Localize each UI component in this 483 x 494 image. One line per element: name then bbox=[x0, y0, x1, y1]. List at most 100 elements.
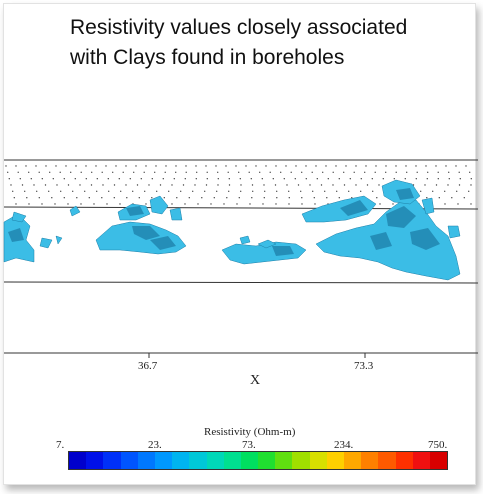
electrode-dot bbox=[206, 178, 208, 180]
colorbar-title: Resistivity (Ohm-m) bbox=[204, 426, 296, 438]
electrode-dot bbox=[274, 184, 277, 186]
electrode-dot bbox=[338, 178, 340, 180]
x-tick-label: 36.7 bbox=[138, 360, 158, 372]
electrode-dot bbox=[236, 203, 238, 205]
electrode-dot bbox=[470, 184, 472, 186]
electrode-dot bbox=[185, 171, 187, 173]
electrode-dot bbox=[395, 171, 397, 173]
electrode-dot bbox=[315, 165, 317, 167]
electrode-dot bbox=[435, 184, 438, 186]
electrode-dot bbox=[378, 184, 380, 186]
electrode-dot bbox=[263, 197, 265, 199]
model-box bbox=[3, 159, 479, 354]
electrode-dot bbox=[364, 171, 366, 173]
electrode-dot bbox=[360, 178, 362, 180]
electrode-dot bbox=[343, 171, 345, 173]
electrode-dot bbox=[51, 197, 53, 199]
electrode-dot bbox=[465, 165, 467, 167]
electrode-dot bbox=[275, 203, 277, 205]
colorbar-segment bbox=[275, 452, 293, 469]
electrode-dot bbox=[15, 165, 17, 167]
electrode-dot bbox=[38, 171, 40, 173]
colorbar-segment bbox=[258, 452, 276, 469]
electrode-dot bbox=[322, 171, 324, 173]
colorbar-segment bbox=[309, 452, 327, 469]
electrode-dot bbox=[138, 197, 140, 199]
electrode-dot bbox=[314, 203, 316, 205]
electrode-dot bbox=[28, 171, 30, 173]
x-axis-ticks bbox=[148, 353, 366, 358]
electrode-dot bbox=[435, 165, 437, 167]
electrode-dot bbox=[201, 197, 203, 199]
electrode-dot bbox=[136, 184, 139, 186]
electrode-dot bbox=[176, 197, 178, 199]
electrode-dot bbox=[297, 184, 300, 186]
electrode-dot bbox=[415, 165, 417, 167]
electrode-dot bbox=[173, 178, 175, 180]
colorbar-segment bbox=[223, 452, 241, 469]
electrode-dot bbox=[469, 171, 471, 173]
electrode-dot bbox=[425, 165, 427, 167]
electrode-dot bbox=[49, 171, 51, 173]
electrode-dot bbox=[65, 165, 67, 167]
electrode-dot bbox=[204, 190, 206, 192]
electrode-dot bbox=[263, 184, 265, 186]
electrode-dot bbox=[60, 190, 62, 192]
electrode-dot bbox=[468, 190, 470, 192]
electrode-dot bbox=[312, 190, 314, 192]
electrode-dot bbox=[108, 190, 110, 192]
electrode-dot bbox=[133, 171, 135, 173]
electrode-dot bbox=[349, 178, 351, 180]
electrode-dot bbox=[70, 171, 72, 173]
electrode-dot bbox=[63, 197, 65, 199]
colorbar-segment bbox=[429, 452, 448, 469]
electrode-dot bbox=[33, 184, 35, 186]
electrode-dot bbox=[309, 184, 311, 186]
electrode-dot bbox=[427, 171, 429, 173]
electrode-dot bbox=[215, 165, 217, 167]
isosurface-facet bbox=[150, 236, 176, 250]
electrode-dot bbox=[182, 184, 185, 186]
electrode-dot bbox=[269, 171, 271, 173]
electrode-dot bbox=[148, 184, 150, 186]
electrode-dot bbox=[80, 171, 82, 173]
electrode-dot bbox=[332, 171, 334, 173]
electrode-dot bbox=[225, 165, 227, 167]
electrode-dot bbox=[424, 184, 426, 186]
electrode-dot bbox=[283, 178, 285, 180]
electrode-dot bbox=[223, 203, 225, 205]
electrode-dot bbox=[132, 190, 134, 192]
electrode-dot bbox=[276, 197, 278, 199]
electrode-dot bbox=[259, 171, 261, 173]
electrode-dot bbox=[228, 178, 230, 180]
electrode-dot bbox=[311, 171, 313, 173]
isosurface-facet bbox=[272, 246, 294, 256]
isosurface-facet bbox=[132, 226, 160, 240]
electrode-dot bbox=[448, 178, 450, 180]
electrode-dot bbox=[80, 203, 82, 205]
electrode-dot bbox=[217, 184, 219, 186]
electrode-dot bbox=[250, 178, 252, 180]
electrode-dot bbox=[238, 171, 240, 173]
electrode-dot bbox=[300, 190, 302, 192]
electrode-dot bbox=[76, 197, 78, 199]
colorbar-segment bbox=[120, 452, 138, 469]
electrode-dot bbox=[285, 165, 287, 167]
electrode-dot bbox=[375, 165, 377, 167]
electrode-dot bbox=[456, 190, 458, 192]
electrode-dot bbox=[171, 203, 173, 205]
electrode-dot bbox=[59, 171, 61, 173]
electrode-dot bbox=[67, 184, 70, 186]
electrode-dot bbox=[106, 203, 108, 205]
electrode-dot bbox=[122, 171, 124, 173]
electrode-dot bbox=[217, 171, 219, 173]
electrode-dot bbox=[118, 178, 121, 180]
electrode-dot bbox=[404, 178, 406, 180]
x-tick-label: 73.3 bbox=[354, 360, 374, 372]
electrode-dot bbox=[145, 203, 147, 205]
electrode-dot bbox=[8, 178, 10, 180]
electrode-dot bbox=[438, 197, 440, 199]
electrode-dot bbox=[145, 165, 147, 167]
electrode-dot bbox=[163, 197, 165, 199]
electrode-dot bbox=[245, 165, 247, 167]
